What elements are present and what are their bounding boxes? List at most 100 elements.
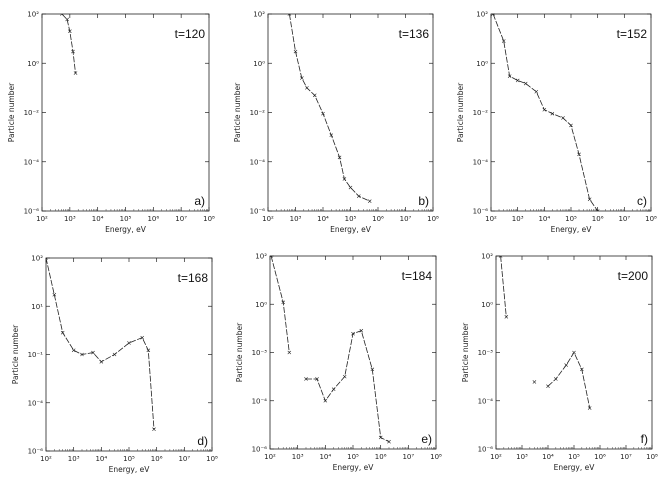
x-tick-label: 10⁵ — [345, 215, 357, 223]
x-tick-label: 10⁷ — [620, 453, 632, 461]
data-point — [370, 367, 375, 372]
time-label: t=184 — [402, 269, 433, 283]
time-label: t=136 — [399, 27, 430, 41]
data-point — [99, 359, 104, 364]
y-axis-label: Particle number — [233, 82, 242, 142]
x-tick-label: 10³ — [68, 455, 80, 463]
data-point — [569, 123, 573, 128]
y-tick-label: 10² — [253, 11, 265, 19]
series-line — [492, 14, 599, 211]
data-point — [60, 14, 64, 16]
y-tick-label: 10⁻⁶ — [28, 448, 44, 456]
data-point — [315, 377, 319, 381]
y-tick-label: 10⁻⁶ — [24, 208, 40, 216]
x-tick-label: 10⁷ — [618, 215, 630, 223]
panel-label: a) — [194, 194, 205, 208]
x-tick-label: 10⁴ — [95, 455, 107, 463]
series-line — [306, 330, 390, 443]
data-point — [337, 155, 342, 160]
panel-label: d) — [197, 434, 208, 448]
x-tick-label: 10⁴ — [317, 215, 329, 223]
x-tick-label: 10⁴ — [542, 453, 554, 461]
x-tick-label: 10⁶ — [147, 215, 159, 223]
data-point — [532, 380, 537, 384]
x-tick-label: 10⁷ — [178, 455, 190, 463]
x-axis-label: Energy, eV — [330, 225, 372, 234]
data-point — [127, 341, 131, 345]
y-axis-label: Particle number — [461, 322, 470, 382]
data-point — [293, 49, 298, 54]
x-tick-label: 10⁴ — [92, 215, 104, 223]
y-tick-label: 10⁻⁴ — [28, 399, 44, 407]
data-point — [348, 185, 353, 190]
x-tick-label: 10² — [36, 215, 48, 223]
y-tick-label: 10⁰ — [253, 60, 265, 68]
data-point — [587, 406, 592, 410]
data-point — [367, 199, 372, 204]
y-tick-label: 10¹ — [31, 303, 43, 311]
data-point — [595, 209, 600, 211]
panel-label: c) — [637, 194, 647, 208]
x-tick-label: 10⁸ — [427, 215, 439, 223]
x-tick-label: 10⁶ — [592, 215, 604, 223]
data-point — [300, 76, 304, 80]
y-axis-label: Particle number — [456, 82, 465, 142]
series-line — [289, 14, 370, 202]
data-point — [554, 377, 558, 381]
x-tick-label: 10² — [262, 215, 274, 223]
y-tick-label: 10⁻⁴ — [252, 397, 268, 405]
x-tick-label: 10⁶ — [151, 455, 163, 463]
data-point — [312, 93, 317, 98]
y-tick-label: 10⁻² — [24, 109, 40, 117]
y-tick-label: 10⁰ — [27, 60, 39, 68]
data-point — [68, 29, 72, 34]
data-point — [564, 363, 568, 367]
x-tick-label: 10⁸ — [203, 215, 215, 223]
y-tick-label: 10² — [27, 11, 39, 19]
data-point — [507, 74, 512, 78]
data-point — [80, 352, 84, 357]
plot-frame — [490, 13, 652, 212]
data-point — [65, 17, 69, 22]
data-point — [561, 116, 565, 120]
data-point — [60, 330, 65, 335]
y-tick-label: 10⁻⁴ — [250, 158, 266, 166]
y-tick-label: 10⁻³ — [252, 349, 268, 357]
data-point — [577, 152, 581, 157]
data-point — [281, 300, 286, 305]
x-tick-label: 10⁵ — [568, 453, 580, 461]
x-tick-label: 10⁷ — [402, 453, 414, 461]
y-tick-label: 10⁻² — [473, 109, 489, 117]
data-point — [587, 197, 592, 202]
y-axis-label: Particle number — [235, 322, 244, 382]
x-axis-label: Energy, eV — [551, 225, 593, 234]
time-label: t=152 — [617, 27, 648, 41]
y-tick-label: 10² — [481, 253, 493, 261]
x-tick-label: 10⁴ — [538, 215, 550, 223]
data-point — [387, 439, 391, 444]
data-point — [534, 89, 539, 94]
x-axis-label: Energy, eV — [105, 225, 147, 234]
data-point — [321, 111, 325, 116]
panel-label: f) — [641, 432, 648, 446]
x-tick-label: 10² — [40, 455, 52, 463]
data-point — [287, 14, 292, 16]
y-tick-label: 10⁰ — [476, 60, 488, 68]
y-tick-label: 10⁻¹ — [28, 351, 44, 359]
data-point — [523, 81, 528, 86]
x-tick-label: 10² — [485, 215, 497, 223]
x-tick-label: 10⁷ — [175, 215, 187, 223]
x-tick-label: 10⁸ — [645, 215, 657, 223]
data-point — [304, 377, 308, 381]
x-tick-label: 10³ — [516, 453, 528, 461]
plot-frame — [41, 13, 210, 212]
data-point — [378, 435, 383, 440]
data-point — [152, 427, 156, 432]
data-point — [498, 256, 503, 258]
y-tick-label: 10⁻² — [250, 109, 266, 117]
x-tick-label: 10⁵ — [123, 455, 135, 463]
y-tick-label: 10⁻⁶ — [473, 208, 489, 216]
data-point — [112, 352, 117, 357]
y-axis-label: Particle number — [11, 324, 20, 384]
y-tick-label: 10⁰ — [481, 301, 493, 309]
